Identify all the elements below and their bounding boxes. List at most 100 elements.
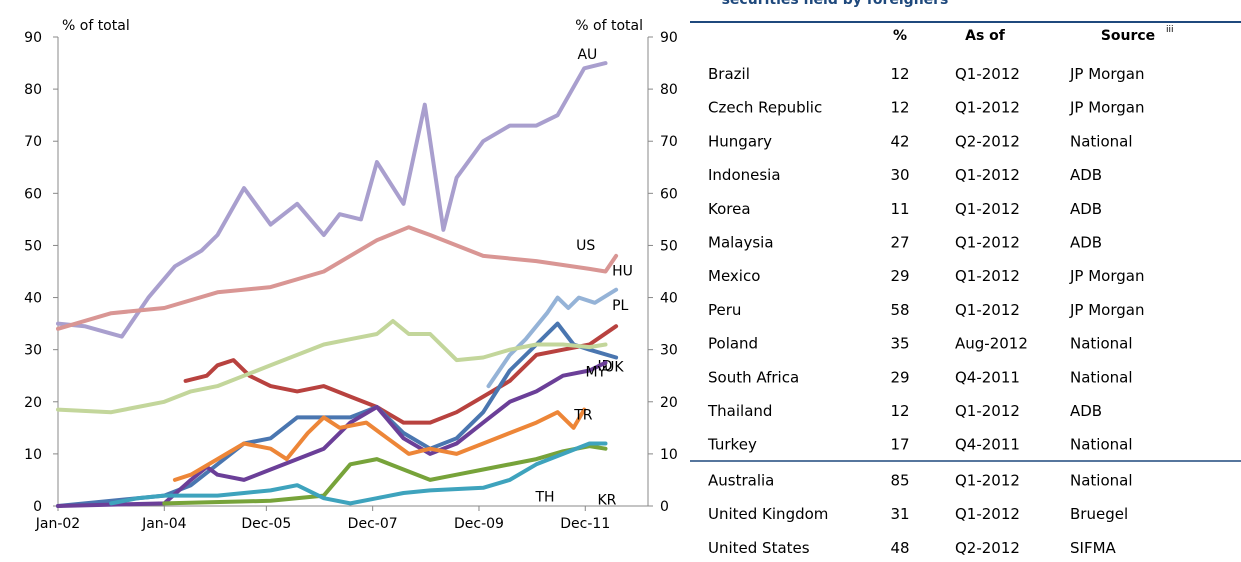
series-line [56, 225, 619, 331]
table-cell: Q1-2012 [955, 402, 1020, 420]
series-label: UK [604, 359, 624, 375]
table-cell: National [1070, 368, 1133, 386]
x-tick-label: Jan-02 [35, 516, 80, 532]
table-cell: Thailand [707, 402, 772, 420]
y-tick-label: 30 [24, 343, 42, 359]
table-cell: 35 [890, 335, 909, 353]
y2-tick-label: 30 [660, 343, 678, 359]
table-cell: Q1-2012 [955, 471, 1020, 489]
table-cell: 85 [890, 471, 909, 489]
table-cell: SIFMA [1070, 539, 1117, 557]
series-line [109, 441, 608, 506]
table-cell: Q1-2012 [955, 267, 1020, 285]
y2-tick-label: 60 [660, 186, 678, 202]
table-cell: Q4-2011 [955, 368, 1020, 386]
y-tick-label: 70 [24, 134, 42, 150]
table-cell: ADB [1070, 234, 1102, 252]
table-cell: Mexico [708, 267, 760, 285]
x-tick-label: Dec-07 [348, 516, 398, 532]
table-cell: Q1-2012 [955, 65, 1020, 83]
series-label: PL [612, 298, 628, 314]
y-tick-label: 0 [33, 499, 42, 515]
x-tick-label: Dec-11 [560, 516, 610, 532]
table-cell: Malaysia [708, 234, 774, 252]
table-cell: 17 [890, 436, 909, 454]
table-cell: 12 [890, 65, 909, 83]
y-tick-label: 40 [24, 291, 42, 307]
table-cell: Q1-2012 [955, 234, 1020, 252]
series-line [162, 444, 608, 506]
column-header: % [893, 28, 907, 44]
series-label: HU [612, 264, 633, 280]
table-cell: JP Morgan [1069, 65, 1144, 83]
y2-tick-label: 90 [660, 30, 678, 46]
y-tick-label: 90 [24, 30, 42, 46]
table-title: securities held by foreigners [722, 0, 949, 8]
y-tick-label: 60 [24, 186, 42, 202]
table-cell: Brazil [708, 65, 750, 83]
y2-tick-label: 20 [660, 395, 678, 411]
table-cell: 29 [890, 368, 909, 386]
table-cell: National [1070, 436, 1133, 454]
table-cell: JP Morgan [1069, 301, 1144, 319]
table-cell: JP Morgan [1069, 99, 1144, 117]
table-cell: Australia [708, 471, 774, 489]
table-cell: 27 [890, 234, 909, 252]
table-cell: 42 [890, 132, 909, 150]
table-cell: 30 [890, 166, 909, 184]
table-cell: Poland [708, 335, 758, 353]
table-cell: Q4-2011 [955, 436, 1020, 454]
table-cell: Bruegel [1070, 505, 1128, 523]
table-cell: ADB [1070, 166, 1102, 184]
series-label: MY [585, 365, 606, 381]
table-cell: National [1070, 132, 1133, 150]
table-cell: South Africa [708, 368, 799, 386]
table-cell: National [1070, 471, 1133, 489]
table-cell: JP Morgan [1069, 267, 1144, 285]
table-cell: 12 [890, 402, 909, 420]
table-cell: Q1-2012 [955, 166, 1020, 184]
table-cell: 12 [890, 99, 909, 117]
y2-tick-label: 70 [660, 134, 678, 150]
table-cell: Aug-2012 [955, 335, 1028, 353]
series-label: AU [577, 47, 597, 63]
header-note: iii [1166, 25, 1174, 35]
table-cell: Q1-2012 [955, 505, 1020, 523]
series-label: KR [597, 493, 616, 509]
series-label: TH [534, 489, 554, 505]
table-cell: 29 [890, 267, 909, 285]
series-line [56, 360, 608, 508]
table-cell: Czech Republic [708, 99, 822, 117]
x-tick-label: Dec-09 [454, 516, 504, 532]
series-line [172, 407, 587, 482]
column-header: As of [965, 28, 1006, 44]
series-label: US [576, 238, 595, 254]
x-tick-label: Dec-05 [241, 516, 291, 532]
y-tick-label: 10 [24, 447, 42, 463]
y-axis-label: % of total [62, 18, 130, 34]
series-label: TR [573, 408, 593, 424]
table-cell: 48 [890, 539, 909, 557]
table-cell: Q2-2012 [955, 132, 1020, 150]
table-cell: ADB [1070, 200, 1102, 218]
table-cell: 11 [890, 200, 909, 218]
table-cell: Q1-2012 [955, 301, 1020, 319]
y2-tick-label: 50 [660, 238, 678, 254]
series-label: ID [597, 358, 612, 374]
table-cell: 31 [890, 505, 909, 523]
series-line [56, 61, 608, 339]
table-cell: Q2-2012 [955, 539, 1020, 557]
table-cell: Q1-2012 [955, 200, 1020, 218]
table-cell: Turkey [707, 436, 757, 454]
table-cell: Korea [708, 200, 751, 218]
table-cell: Q1-2012 [955, 99, 1020, 117]
table-cell: United States [708, 539, 810, 557]
table-cell: 58 [890, 301, 909, 319]
x-tick-label: Jan-04 [141, 516, 187, 532]
table-cell: National [1070, 335, 1133, 353]
y2-tick-label: 0 [660, 499, 669, 515]
y2-tick-label: 40 [660, 291, 678, 307]
table-cell: Hungary [708, 132, 772, 150]
table-cell: Indonesia [708, 166, 781, 184]
